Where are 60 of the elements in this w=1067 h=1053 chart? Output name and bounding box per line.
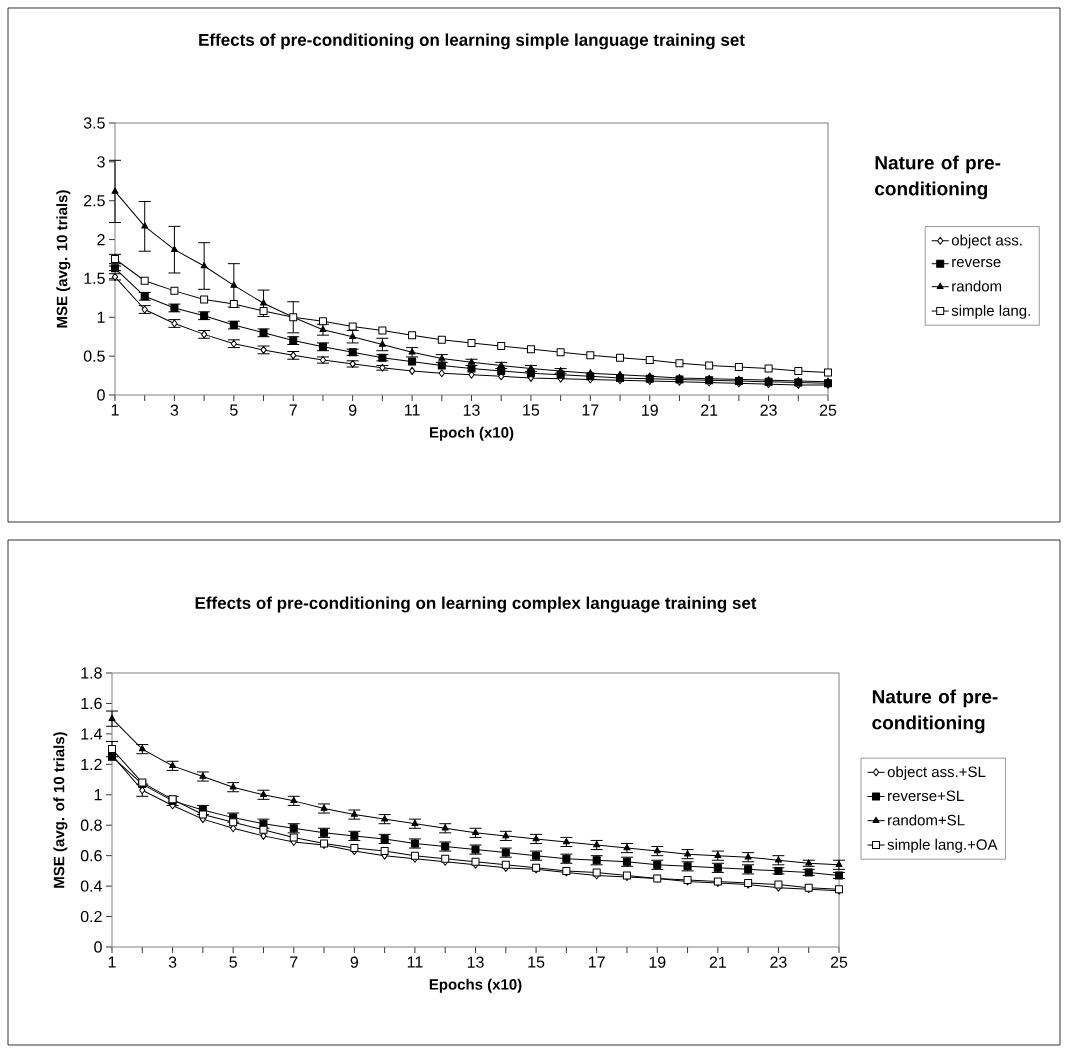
y-tick-label: 1 — [97, 311, 105, 323]
y-tick-label: 0.4 — [80, 880, 102, 892]
y-tick-label: 3.5 — [83, 117, 105, 129]
y-axis-title: MSE (avg. 10 trials) — [56, 190, 71, 328]
y-tick-label: 1.5 — [84, 272, 105, 285]
x-tick-label: 17 — [589, 956, 605, 968]
legend-title: Nature of pre-conditioning — [875, 155, 1001, 200]
x-tick-label: 21 — [701, 404, 718, 416]
x-tick-label: 19 — [642, 404, 658, 416]
x-tick-label: 21 — [709, 956, 726, 968]
y-tick-label: 0.6 — [80, 850, 102, 862]
y-tick-label: 3 — [97, 156, 105, 168]
y-tick-label: 1.6 — [81, 697, 102, 710]
y-axis-title: MSE (avg. of 10 trials) — [53, 732, 68, 888]
legend-label: random — [952, 280, 1002, 292]
legend-label: random+SL — [888, 814, 965, 826]
legend-label: simple lang.+OA — [887, 838, 998, 853]
x-tick-label: 7 — [289, 404, 297, 416]
chart-title: Effects of pre-conditioning on learning complex language training set — [195, 596, 757, 613]
legend-label: object ass. — [951, 234, 1022, 249]
y-tick-label: 0.8 — [80, 819, 102, 831]
x-tick-label: 13 — [463, 404, 480, 416]
x-tick-label: 3 — [168, 956, 177, 968]
x-tick-label: 9 — [348, 404, 357, 416]
x-tick-label: 7 — [290, 956, 298, 968]
legend-title: Nature of pre-conditioning — [872, 689, 998, 734]
x-axis-title: Epochs (x10) — [429, 978, 522, 993]
x-tick-label: 3 — [170, 404, 179, 416]
y-tick-label: 0.5 — [83, 350, 105, 362]
x-tick-label: 15 — [523, 404, 540, 416]
legend-label: object ass.+SL — [887, 766, 986, 781]
y-tick-label: 2 — [97, 233, 105, 246]
legend-label: reverse+SL — [888, 790, 964, 802]
x-axis-title: Epoch (x10) — [430, 426, 514, 441]
y-tick-label: 0 — [94, 941, 102, 953]
y-tick-label: 0 — [97, 389, 105, 401]
x-tick-label: 1 — [111, 404, 119, 416]
x-tick-label: 13 — [467, 956, 484, 968]
x-tick-label: 15 — [528, 956, 545, 968]
x-tick-label: 23 — [760, 404, 777, 416]
x-tick-label: 11 — [407, 956, 423, 968]
x-tick-label: 5 — [229, 956, 237, 968]
y-tick-label: 1 — [94, 789, 102, 801]
y-tick-label: 1.8 — [81, 667, 102, 679]
y-tick-label: 2.5 — [84, 195, 105, 207]
x-tick-label: 5 — [230, 404, 238, 416]
x-tick-label: 1 — [108, 956, 116, 968]
x-tick-label: 17 — [582, 404, 599, 416]
y-tick-label: 1.2 — [81, 758, 102, 770]
legend-label: simple lang. — [951, 304, 1030, 319]
x-tick-label: 11 — [405, 404, 420, 416]
x-tick-label: 25 — [819, 404, 837, 416]
y-tick-label: 0.2 — [80, 910, 102, 923]
x-tick-label: 23 — [770, 956, 787, 968]
x-tick-label: 19 — [649, 956, 666, 968]
x-tick-label: 25 — [830, 956, 848, 968]
chart-title: Effects of pre-conditioning on learning simple language training set — [199, 33, 745, 50]
y-tick-label: 1.4 — [81, 728, 102, 740]
x-tick-label: 9 — [350, 956, 359, 968]
legend-label: reverse — [952, 258, 1001, 268]
